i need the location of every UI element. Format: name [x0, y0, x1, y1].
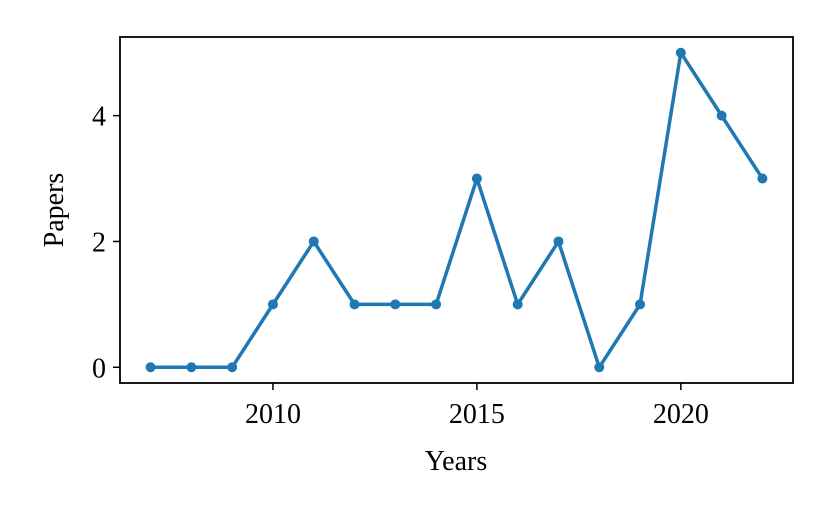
data-point [471, 173, 482, 184]
data-point [390, 299, 401, 310]
data-point [431, 299, 442, 310]
y-tick-label: 2 [92, 227, 106, 258]
plot-frame [119, 36, 794, 384]
data-point [716, 110, 727, 121]
x-tick-label: 2020 [653, 399, 709, 430]
data-point [675, 47, 686, 58]
y-axis-label: Papers [39, 173, 70, 248]
data-point [349, 299, 360, 310]
data-point [553, 236, 564, 247]
y-tick-label: 4 [92, 102, 106, 133]
data-point [757, 173, 768, 184]
data-point [635, 299, 646, 310]
x-tick-label: 2010 [245, 399, 301, 430]
data-point [512, 299, 523, 310]
data-point [594, 362, 605, 373]
data-point [308, 236, 319, 247]
data-point [186, 362, 197, 373]
data-line [150, 50, 764, 370]
data-point [145, 362, 156, 373]
data-point [227, 362, 238, 373]
y-tick-label: 0 [92, 353, 106, 384]
x-axis-label: Years [425, 446, 488, 477]
x-tick-label: 2015 [449, 399, 505, 430]
data-point [267, 299, 278, 310]
